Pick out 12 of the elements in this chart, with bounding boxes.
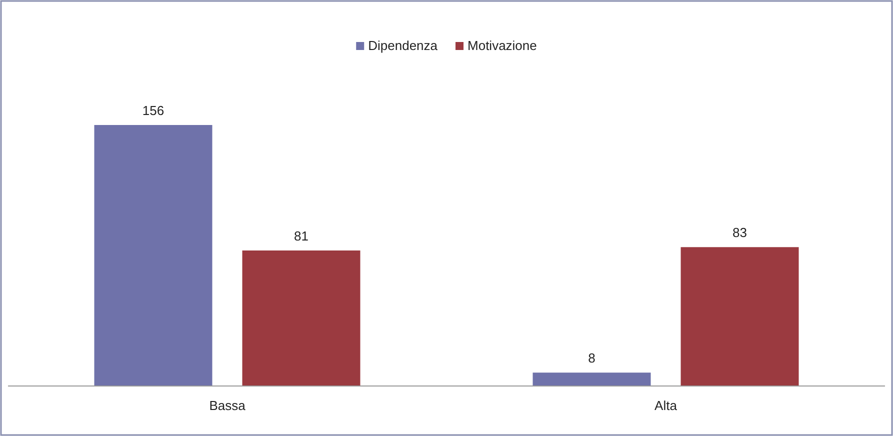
data-label: 8 <box>588 350 596 366</box>
bar <box>94 125 212 386</box>
data-label: 156 <box>142 103 164 118</box>
data-label: 81 <box>294 228 308 244</box>
data-label: 83 <box>732 225 747 240</box>
bar <box>242 250 360 386</box>
legend-label: Motivazione <box>468 38 537 53</box>
legend-label: Dipendenza <box>368 38 438 53</box>
x-tick-label: Bassa <box>209 398 246 413</box>
x-tick-label: Alta <box>654 398 678 413</box>
bar <box>532 372 651 386</box>
bar <box>680 247 799 386</box>
